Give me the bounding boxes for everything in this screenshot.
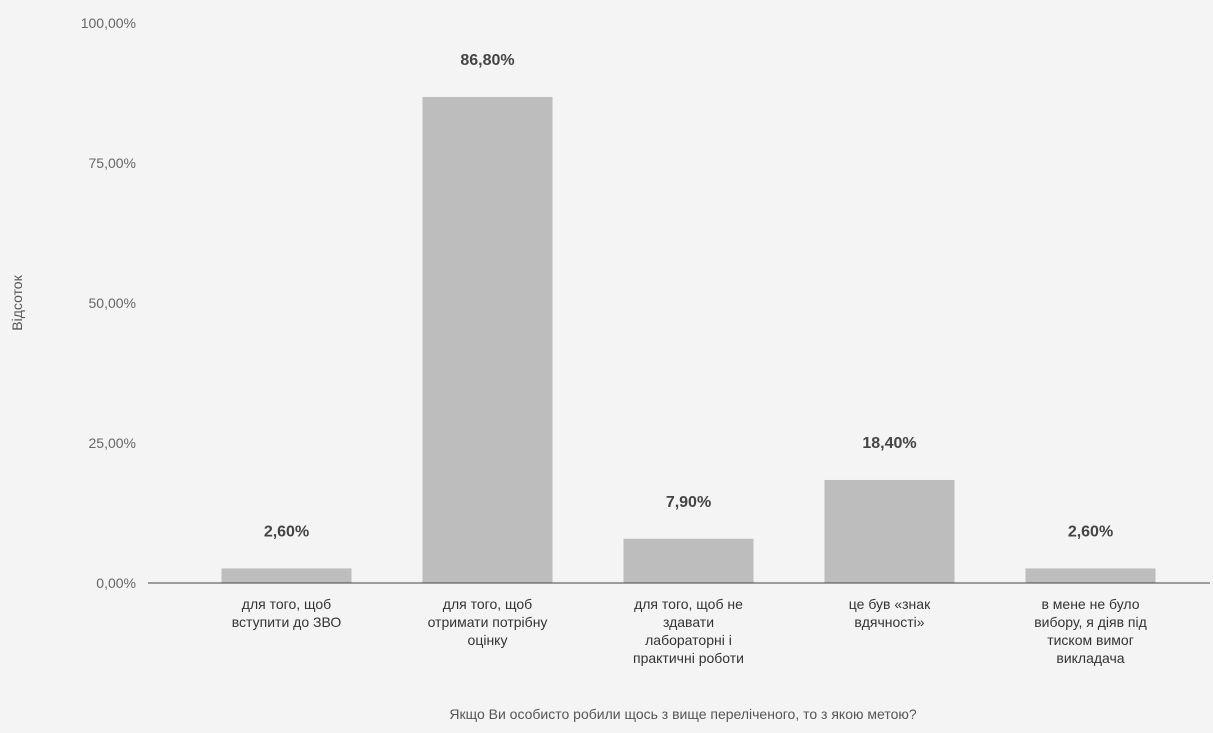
y-tick-label: 75,00%: [89, 155, 136, 171]
data-label: 2,60%: [1068, 523, 1113, 540]
bar: [422, 96, 553, 584]
bar: [1025, 568, 1156, 583]
y-tick-label: 100,00%: [81, 15, 136, 31]
y-tick-label: 0,00%: [96, 575, 136, 591]
y-tick-label: 25,00%: [89, 435, 136, 451]
bar: [824, 479, 955, 583]
data-label: 7,90%: [666, 494, 711, 511]
bar: [623, 538, 754, 583]
data-label: 2,60%: [264, 523, 309, 540]
x-tick-label: в мене не було вибору, я діяв під тиском в…: [1034, 596, 1147, 666]
y-axis-title: Відсоток: [9, 274, 25, 330]
data-label: 86,80%: [460, 52, 514, 69]
bar: [221, 568, 352, 583]
bars-group: [221, 96, 1156, 584]
data-label: 18,40%: [862, 435, 916, 452]
x-tick-label: для того, щоб отримати потрібну оцінку: [428, 596, 548, 648]
x-tick-label: для того, щоб вступити до ЗВО: [232, 596, 342, 630]
value-labels-group: 2,60% 86,80% 7,90% 18,40% 2,60%: [264, 52, 1113, 541]
y-tick-label: 50,00%: [89, 295, 136, 311]
x-tick-label: для того, щоб не здавати лабораторні і прак…: [633, 596, 744, 666]
category-labels-group: для того, щоб вступити до ЗВО для того, що…: [232, 596, 1147, 666]
x-axis-title: Якщо Ви особисто робили щось з вище пере…: [449, 706, 917, 722]
x-tick-label: це був «знак вдячності»: [849, 596, 931, 630]
y-axis-ticks: 0,00% 25,00% 50,00% 75,00% 100,00%: [81, 15, 136, 591]
